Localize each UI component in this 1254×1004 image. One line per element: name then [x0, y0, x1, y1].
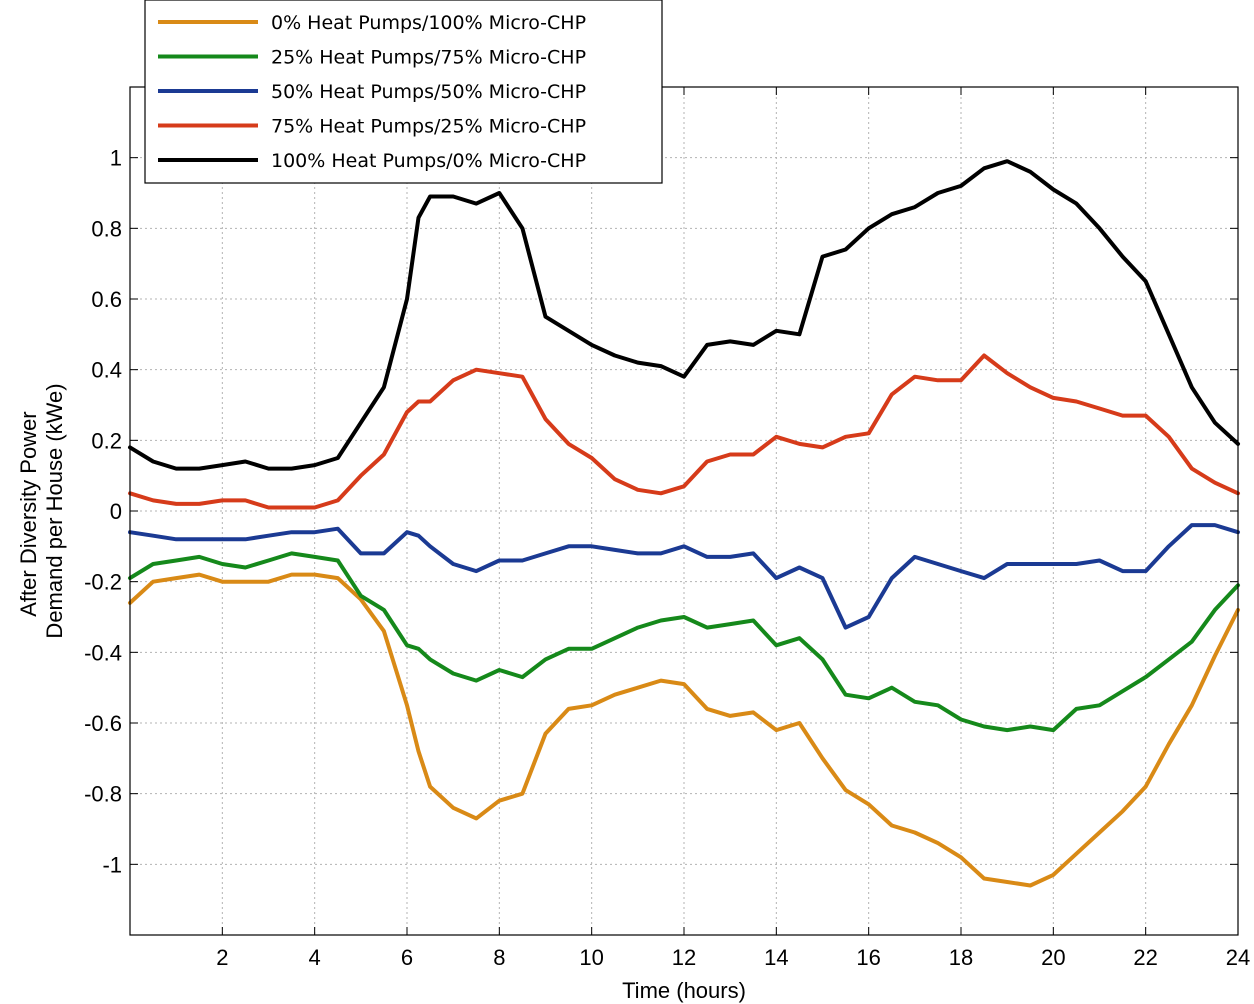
y-tick-label: -0.6 — [84, 711, 122, 736]
y-tick-label: -0.8 — [84, 782, 122, 807]
y-axis-title: After Diversity Power Demand per House (… — [16, 383, 67, 638]
y-tick-label: -0.4 — [84, 640, 122, 665]
legend-label-1: 0% Heat Pumps/100% Micro-CHP — [271, 12, 586, 34]
legend-label-5: 100% Heat Pumps/0% Micro-CHP — [271, 150, 586, 172]
y-tick-label: -0.2 — [84, 570, 122, 595]
y-tick-label: 0.2 — [91, 428, 122, 453]
y-tick-label: 0.6 — [91, 287, 122, 312]
x-tick-label: 16 — [856, 945, 880, 970]
x-tick-label: 24 — [1226, 945, 1250, 970]
series-line-3 — [128, 523, 1240, 630]
y-tick-label: -1 — [102, 852, 122, 877]
y-tick-label: 0 — [110, 499, 122, 524]
x-tick-label: 4 — [309, 945, 321, 970]
y-tick-label: 0.8 — [91, 216, 122, 241]
x-tick-label: 8 — [493, 945, 505, 970]
x-tick-label: 10 — [579, 945, 603, 970]
x-tick-label: 14 — [764, 945, 788, 970]
x-tick-labels: 2 4 6 8 10 12 14 16 18 20 22 24 — [216, 945, 1250, 970]
series-line-4 — [128, 353, 1240, 510]
legend-label-2: 25% Heat Pumps/75% Micro-CHP — [271, 47, 586, 69]
x-tick-label: 12 — [672, 945, 696, 970]
grid-lines — [130, 87, 1238, 935]
y-axis-title-line-2: Demand per House (kWe) — [42, 383, 67, 638]
legend: 0% Heat Pumps/100% Micro-CHP 25% Heat Pum… — [144, 0, 663, 184]
x-tick-label: 20 — [1041, 945, 1065, 970]
x-tick-label: 2 — [216, 945, 228, 970]
y-axis-title-line-1: After Diversity Power — [16, 411, 41, 616]
series-line-5 — [128, 159, 1240, 471]
series-layer — [128, 159, 1240, 888]
y-tick-label: 0.4 — [91, 358, 122, 383]
x-axis-title: Time (hours) — [622, 978, 746, 1003]
y-tick-label: 1 — [110, 146, 122, 171]
legend-label-3: 50% Heat Pumps/50% Micro-CHP — [271, 81, 586, 103]
legend-items: 0% Heat Pumps/100% Micro-CHP 25% Heat Pum… — [158, 12, 586, 172]
x-tick-label: 22 — [1133, 945, 1157, 970]
x-tick-label: 18 — [949, 945, 973, 970]
x-tick-label: 6 — [401, 945, 413, 970]
y-tick-labels: -1 -0.8 -0.6 -0.4 -0.2 0 0.2 0.4 0.6 0.8 1 — [84, 146, 122, 878]
series-line-2 — [128, 551, 1240, 733]
legend-label-4: 75% Heat Pumps/25% Micro-CHP — [271, 116, 586, 138]
series-line-1 — [128, 572, 1240, 888]
